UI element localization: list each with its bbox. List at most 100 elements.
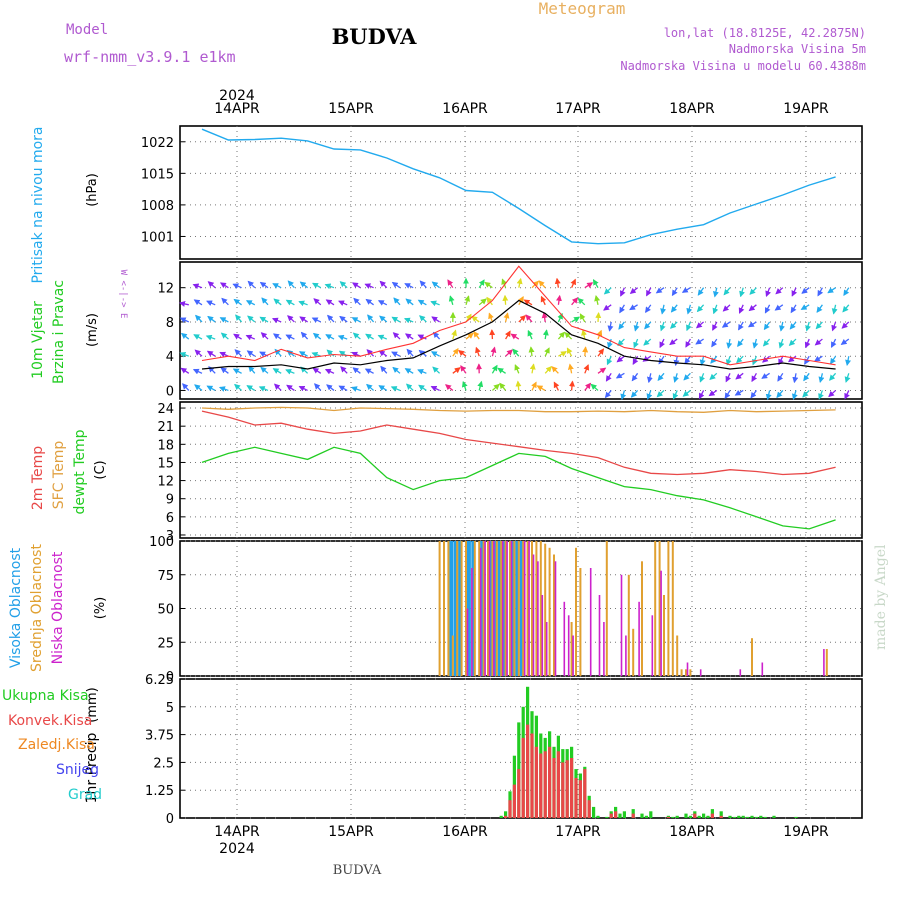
low-cloud-bar (651, 615, 654, 677)
legend-total-rain: Ukupna Kisa (2, 688, 89, 704)
wind-arrow (340, 366, 348, 374)
wind-arrow (597, 348, 605, 357)
wind-arrow (657, 372, 665, 381)
temp-ylabel-1: 2m Temp (30, 446, 46, 510)
wind-arrow (219, 282, 229, 289)
wind-arrow (569, 380, 575, 391)
mid-cloud-bar (509, 541, 511, 676)
wind-arrow (502, 294, 509, 305)
wind-arrow (566, 347, 573, 357)
wind-arrow (779, 321, 785, 332)
y-tick-label: 100 (149, 535, 174, 550)
wind-arrow (338, 385, 348, 392)
wind-arrow (390, 386, 401, 392)
wind-arrow (762, 338, 771, 347)
wind-arrow (536, 385, 546, 392)
wind-arrow (659, 321, 666, 332)
wind-arrow (179, 301, 189, 307)
conv-precip-bar (561, 762, 565, 818)
wind-arrow (391, 351, 401, 358)
total-precip-bar (618, 813, 622, 818)
model-name: wrf-nmm_v3.9.1 e1km (64, 48, 236, 66)
wind-arrow (245, 300, 256, 306)
mid-cloud-bar (491, 541, 494, 676)
wind-arrow (419, 315, 427, 323)
wind-arrow (629, 287, 639, 295)
wind-arrow (464, 295, 471, 306)
wind-arrow (645, 304, 652, 314)
wind-arrow (311, 351, 322, 358)
wind-arrow (491, 364, 498, 374)
mid-cloud-bar (570, 622, 573, 676)
wind-arrow (558, 351, 567, 357)
low-cloud-bar (625, 635, 627, 676)
wind-arrow (697, 287, 705, 296)
wind-arrow (682, 389, 691, 397)
wind-arrow (192, 368, 203, 375)
low-cloud-bar (493, 541, 495, 676)
wind-arrow (629, 304, 638, 311)
wind-arrow (594, 295, 601, 305)
total-precip-bar (741, 815, 745, 818)
wind-arrow (393, 297, 401, 306)
wind-arrow (458, 349, 467, 357)
plot-area: 1001100810151022048123691215182124025507… (141, 101, 863, 840)
wind-arrow (646, 373, 653, 384)
x-tick-label-top: 16APR (442, 101, 488, 117)
temp2m-line (201, 410, 836, 476)
y-tick-label: 0 (166, 812, 174, 827)
wind-arrow (452, 347, 459, 357)
wind-arrow (430, 385, 440, 392)
conv-precip-bar (552, 758, 556, 818)
wind-arrow (271, 317, 282, 324)
conv-precip-bar (548, 746, 552, 818)
wind-arrow (818, 390, 824, 400)
wind-arrow (844, 390, 850, 400)
wind-arrow (514, 364, 521, 374)
wind-arrow (529, 363, 536, 374)
total-precip-bar (706, 815, 710, 818)
wind-arrow (403, 317, 414, 324)
wind-arrow (220, 332, 229, 340)
conv-precip-bar (574, 778, 578, 818)
wind-arrow (207, 315, 216, 323)
wind-arrow (686, 321, 692, 332)
wind-arrow (380, 365, 388, 374)
wind-arrow (673, 373, 679, 383)
wind-arrow (736, 355, 744, 364)
pressure-ylabel: Pritisak na nivou mora (30, 126, 46, 283)
wind-arrow (712, 304, 719, 315)
wind-arrow (325, 334, 335, 340)
wind-arrow (232, 368, 242, 375)
wind-arrow (738, 304, 745, 314)
wind-arrow (681, 287, 691, 293)
low-cloud-bar (589, 568, 592, 676)
conv-precip-bar (521, 737, 525, 818)
model-elevation-text: Nadmorska Visina u modelu 60.4388m (620, 59, 866, 73)
low-cloud-bar (510, 541, 513, 676)
wind-arrow (379, 280, 388, 289)
high-cloud-bar (502, 541, 507, 676)
wind-ylabel-1: 10m Vjetar (30, 301, 46, 379)
wind-arrow (246, 385, 256, 391)
mid-cloud-bar (460, 541, 463, 676)
wind-arrow (194, 349, 203, 357)
wind-arrow (233, 298, 242, 306)
wind-arrow (542, 329, 549, 340)
wind-arrow (233, 333, 242, 340)
total-precip-bar (794, 816, 798, 818)
wind-arrow (686, 304, 693, 315)
wind-arrow (484, 281, 493, 289)
low-cloud-bar (523, 541, 526, 676)
wind-arrow (633, 321, 640, 332)
wind-arrow (417, 369, 427, 375)
y-tick-label: 3.75 (145, 729, 174, 744)
wind-arrow (792, 373, 799, 384)
wind-arrow (841, 321, 850, 329)
y-tick-label: 0 (166, 670, 174, 685)
mid-cloud-bar (685, 669, 687, 677)
wind-arrow (499, 382, 507, 391)
wind-arrow (722, 304, 731, 312)
wind-arrow (631, 372, 639, 382)
wind-arrow (632, 355, 639, 365)
